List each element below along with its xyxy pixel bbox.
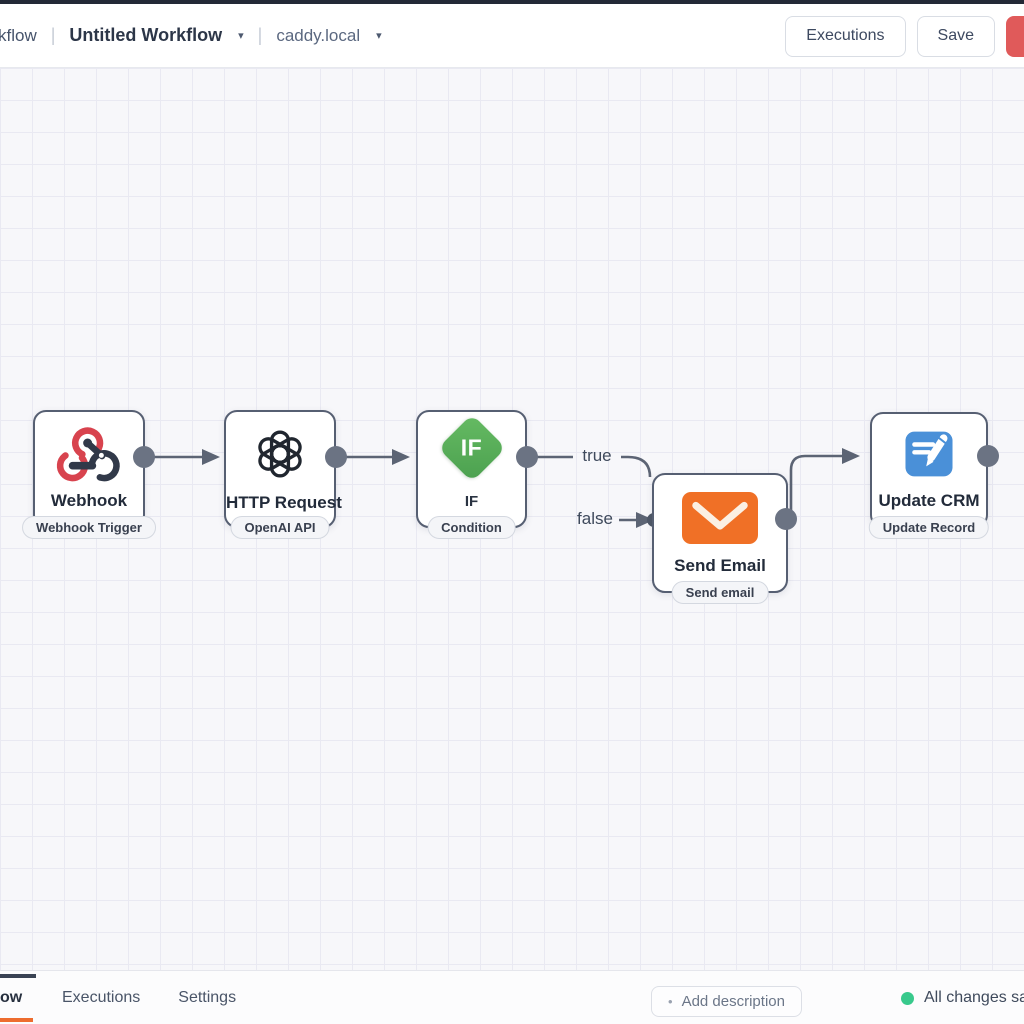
save-button[interactable]: Save — [916, 15, 995, 57]
tab-workflow[interactable]: ow — [0, 989, 23, 1006]
webhook-icon — [56, 424, 122, 489]
add-description-button[interactable]: • Add description — [651, 986, 802, 1017]
tab-executions[interactable]: Executions — [62, 989, 141, 1006]
node-title: HTTP Request — [226, 493, 342, 512]
node-update-crm[interactable]: Update CRM Update Record — [868, 412, 990, 539]
openai-icon — [252, 426, 308, 487]
bottom-bar: ow Executions Settings • Add description… — [0, 970, 1024, 1024]
chevron-down-icon[interactable]: ▾ — [376, 30, 382, 42]
environment-selector[interactable]: caddy.local — [276, 25, 361, 45]
output-connector-if[interactable] — [516, 446, 538, 468]
node-badge: OpenAI API — [230, 516, 330, 539]
node-badge: Webhook Trigger — [22, 516, 156, 539]
node-title: IF — [464, 493, 479, 510]
node-http-request[interactable]: HTTP Request OpenAI API — [224, 410, 342, 539]
edge-label-false: false — [577, 509, 613, 528]
separator: | — [50, 25, 56, 45]
active-tab-underline — [0, 1018, 33, 1022]
tab-settings[interactable]: Settings — [178, 989, 237, 1006]
add-description-label: Add description — [681, 993, 785, 1010]
bullet-icon: • — [668, 994, 673, 1009]
node-title: Send Email — [674, 556, 766, 575]
if-diamond-icon: IF — [437, 414, 506, 482]
node-send-email[interactable]: Send Email Send email — [652, 473, 788, 604]
node-badge: Send email — [671, 581, 769, 604]
save-status: All changes sa — [901, 971, 1024, 1024]
output-connector-crm[interactable] — [977, 445, 999, 467]
node-title: Webhook — [50, 491, 128, 510]
top-bar: kflow | Untitled Workflow ▾ | caddy.loca… — [0, 4, 1024, 68]
node-title: Update CRM — [878, 491, 980, 510]
red-action-button[interactable] — [1006, 15, 1024, 57]
node-badge: Condition — [427, 516, 516, 539]
node-if[interactable]: IF IF Condition — [416, 410, 527, 539]
workflow-name[interactable]: Untitled Workflow — [69, 25, 223, 45]
output-connector-webhook[interactable] — [133, 446, 155, 468]
node-webhook[interactable]: Webhook Webhook Trigger — [22, 410, 156, 539]
window-top-strip — [0, 0, 1024, 4]
envelope-icon — [682, 492, 758, 544]
saved-status-text: All changes sa — [924, 989, 1024, 1006]
output-connector-email[interactable] — [775, 508, 797, 530]
breadcrumb[interactable]: kflow — [0, 25, 37, 45]
document-pencil-icon — [901, 426, 957, 487]
node-badge: Update Record — [868, 516, 990, 539]
separator: | — [257, 25, 263, 45]
if-icon-text: IF — [460, 434, 483, 461]
output-connector-http[interactable] — [325, 446, 347, 468]
chevron-down-icon[interactable]: ▾ — [238, 30, 244, 42]
saved-status-dot-icon — [901, 991, 914, 1005]
active-tab-top-mark — [0, 974, 36, 978]
executions-button[interactable]: Executions — [785, 15, 906, 57]
edge-label-true: true — [582, 446, 612, 465]
